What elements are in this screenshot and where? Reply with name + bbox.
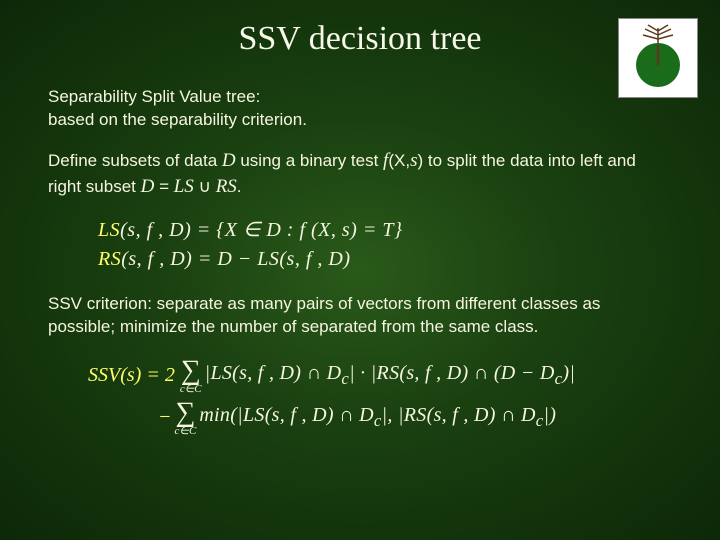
eq2-l1-b2: | · |RS(s, f , D) ∩ (D − D: [349, 362, 555, 384]
sum-symbol-2: ∑ c∈C: [175, 399, 197, 437]
eq2-l2-c2: c: [536, 411, 544, 430]
eq1-l2-rest: (s, f , D) = D − LS(s, f , D): [121, 248, 350, 270]
eq1-l2-rs: RS: [98, 248, 121, 270]
eq2-line1: SSV(s) = 2 ∑ c∈C |LS(s, f , D) ∩ Dc| · |…: [88, 357, 672, 395]
p2-D: D: [222, 150, 236, 171]
tree-logo: [618, 18, 698, 98]
eq2-l2-b3: |): [544, 404, 557, 426]
slide-title: SSV decision tree: [48, 20, 672, 58]
eq2-l2-b1: min(|LS(s, f , D) ∩ D: [199, 404, 374, 426]
p2-t2: using a binary test: [236, 151, 383, 170]
eq2-l2-pre: −: [158, 406, 172, 429]
eq1-l1-ls: LS: [98, 219, 120, 241]
p2-RS: RS: [216, 176, 237, 197]
eq2-l1-b3: )|: [562, 362, 575, 384]
para1-line2: based on the separability criterion.: [48, 110, 307, 129]
p2-t3: (X,: [388, 151, 410, 170]
p2-cup: ∪: [194, 177, 216, 196]
sum-symbol-1: ∑ c∈C: [180, 357, 202, 395]
paragraph-2: Define subsets of data D using a binary …: [48, 148, 672, 199]
p2-eq: =: [154, 177, 173, 196]
para1-line1: Separability Split Value tree:: [48, 87, 260, 106]
eq2-l1-c1: c: [341, 369, 349, 388]
equation-block-2: SSV(s) = 2 ∑ c∈C |LS(s, f , D) ∩ Dc| · |…: [88, 357, 672, 437]
p2-D2: D: [141, 176, 155, 197]
eq2-l1-head: SSV(s) = 2: [88, 364, 175, 387]
sigma-1: ∑: [181, 357, 201, 385]
slide-container: SSV decision tree Separability Split Val…: [0, 0, 720, 540]
eq2-l1-body: |LS(s, f , D) ∩ Dc| · |RS(s, f , D) ∩ (D…: [205, 362, 576, 389]
equation-block-1: LS(s, f , D) = {X ∈ D : f (X, s) = T} RS…: [98, 217, 672, 271]
eq2-l2-c1: c: [374, 411, 382, 430]
paragraph-1: Separability Split Value tree: based on …: [48, 86, 672, 132]
sum-sub-2: c∈C: [175, 427, 197, 437]
eq2-l2-b2: |, |RS(s, f , D) ∩ D: [382, 404, 536, 426]
p2-t1: Define subsets of data: [48, 151, 222, 170]
sigma-2: ∑: [175, 399, 195, 427]
eq1-line1: LS(s, f , D) = {X ∈ D : f (X, s) = T}: [98, 217, 672, 242]
eq1-line2: RS(s, f , D) = D − LS(s, f , D): [98, 248, 672, 271]
eq2-line2: − ∑ c∈C min(|LS(s, f , D) ∩ Dc|, |RS(s, …: [158, 399, 672, 437]
eq1-l1-rest: (s, f , D) = {X ∈ D : f (X, s) = T}: [120, 219, 402, 241]
eq2-l1-b1: |LS(s, f , D) ∩ D: [205, 362, 342, 384]
p2-LS: LS: [174, 176, 194, 197]
p2-dot: .: [237, 177, 242, 196]
paragraph-3: SSV criterion: separate as many pairs of…: [48, 293, 672, 339]
eq2-l2-body: min(|LS(s, f , D) ∩ Dc|, |RS(s, f , D) ∩…: [199, 404, 556, 431]
sum-sub-1: c∈C: [180, 385, 202, 395]
